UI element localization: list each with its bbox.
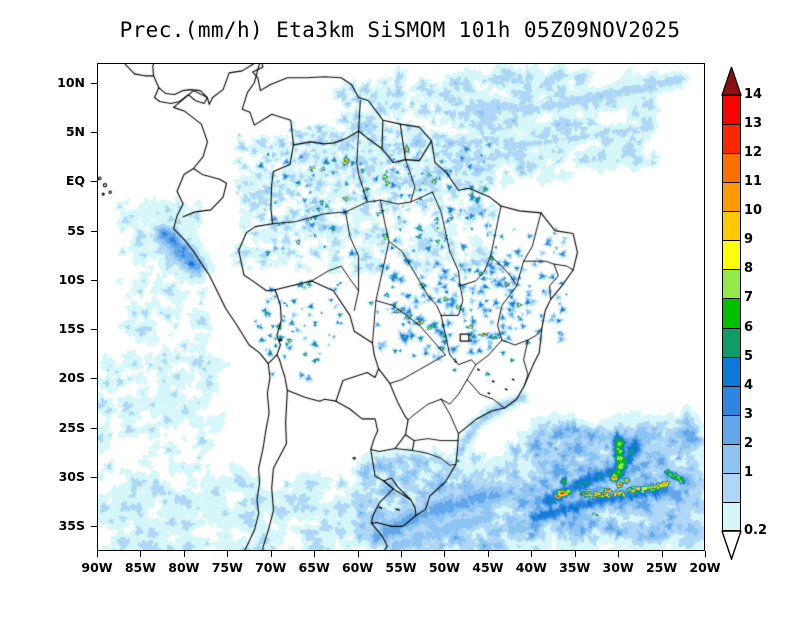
x-axis-label: 45W [472, 560, 504, 575]
x-axis-tick [227, 551, 229, 557]
y-axis-label: 10N [57, 74, 85, 90]
x-axis-tick [618, 551, 620, 557]
y-axis-tick [91, 230, 97, 232]
colorbar-tick-label: 14 [744, 87, 763, 102]
x-axis-label: 80W [168, 560, 200, 575]
y-axis-tick [91, 427, 97, 429]
y-axis-tick [91, 526, 97, 528]
colorbar-band [722, 240, 741, 270]
y-axis-tick [91, 132, 97, 133]
y-axis-tick [91, 378, 97, 380]
colorbar-tick-label: 10 [744, 203, 763, 219]
colorbar-band [722, 153, 741, 183]
x-axis-label: 70W [255, 560, 287, 575]
y-axis-label: 25S [58, 419, 85, 435]
colorbar-bands [722, 95, 741, 531]
colorbar-tick-label: 13 [744, 116, 763, 132]
x-axis-label: 75W [211, 560, 243, 575]
x-axis-label: 85W [124, 560, 157, 575]
x-axis-label: 55W [385, 560, 417, 575]
colorbar-tick-label: 8 [744, 261, 754, 277]
x-axis-tick [487, 551, 489, 557]
x-axis-label: 35W [559, 560, 591, 575]
x-axis-label: 50W [428, 560, 461, 575]
x-axis-tick [97, 551, 98, 557]
colorbar-tick-label: 2 [744, 435, 754, 451]
y-axis-label: EQ [65, 173, 85, 189]
colorbar-tick-label: 12 [744, 145, 763, 161]
colorbar-band [722, 414, 741, 444]
x-axis-tick [357, 551, 359, 557]
colorbar-over-cap-outline [721, 67, 742, 96]
y-axis-label: 20S [58, 370, 85, 386]
y-axis-tick [91, 279, 97, 281]
y-axis-label: 5N [65, 124, 85, 139]
colorbar-band [722, 182, 741, 212]
colorbar-tick-label: 3 [744, 406, 754, 422]
map-plot-area [97, 63, 705, 551]
colorbar-tick-label: 7 [744, 290, 754, 306]
colorbar-band [722, 298, 741, 328]
x-axis-tick [270, 551, 272, 557]
colorbar-band [722, 124, 741, 154]
x-axis-label: 60W [341, 560, 374, 575]
colorbar-band [722, 501, 741, 531]
y-axis-label: 10S [58, 271, 85, 287]
x-axis-tick [314, 551, 316, 557]
colorbar-band [722, 95, 741, 125]
country-state-borders [98, 64, 704, 550]
colorbar-band [722, 443, 741, 473]
x-axis-tick [183, 551, 185, 557]
x-axis-tick [705, 551, 706, 557]
colorbar-band [722, 327, 741, 357]
colorbar-tick-label: 11 [744, 174, 763, 190]
y-axis-tick [91, 477, 97, 479]
y-axis-label: 30S [58, 469, 85, 485]
colorbar-band [722, 269, 741, 299]
x-axis-label: 65W [298, 560, 330, 575]
x-axis-label: 30W [602, 560, 634, 575]
x-axis-label: 25W [645, 560, 678, 575]
colorbar-tick-label: 6 [744, 319, 754, 335]
y-axis-label: 15S [58, 321, 85, 337]
colorbar-band [722, 472, 741, 502]
colorbar-tick-label: 9 [744, 232, 754, 248]
colorbar-under-cap-outline [721, 531, 742, 560]
x-axis-label: 20W [689, 560, 721, 575]
y-axis-tick [91, 181, 97, 183]
colorbar-band [722, 211, 741, 241]
colorbar-tick-label: 0.2 [744, 523, 768, 538]
colorbar-tick-label: 5 [744, 348, 754, 364]
x-axis-tick [574, 551, 576, 557]
precipitation-field [98, 64, 704, 550]
colorbar-band [722, 356, 741, 386]
x-axis-tick [444, 551, 446, 557]
x-axis-label: 40W [515, 560, 547, 575]
x-axis-tick [140, 551, 142, 557]
x-axis-label: 90W [81, 560, 113, 575]
x-axis-tick [531, 551, 533, 557]
x-axis-tick [401, 551, 402, 557]
x-axis-tick [661, 551, 663, 557]
colorbar-tick-label: 4 [744, 377, 754, 393]
y-axis-label: 5S [67, 222, 85, 238]
colorbar-band [722, 385, 741, 415]
page-title: Prec.(mm/h) Eta3km SiSMOM 101h 05Z09NOV2… [119, 18, 681, 42]
y-axis-tick [91, 82, 97, 84]
colorbar-tick-label: 1 [744, 464, 754, 480]
y-axis-label: 35S [58, 518, 85, 534]
y-axis-tick [91, 329, 97, 331]
